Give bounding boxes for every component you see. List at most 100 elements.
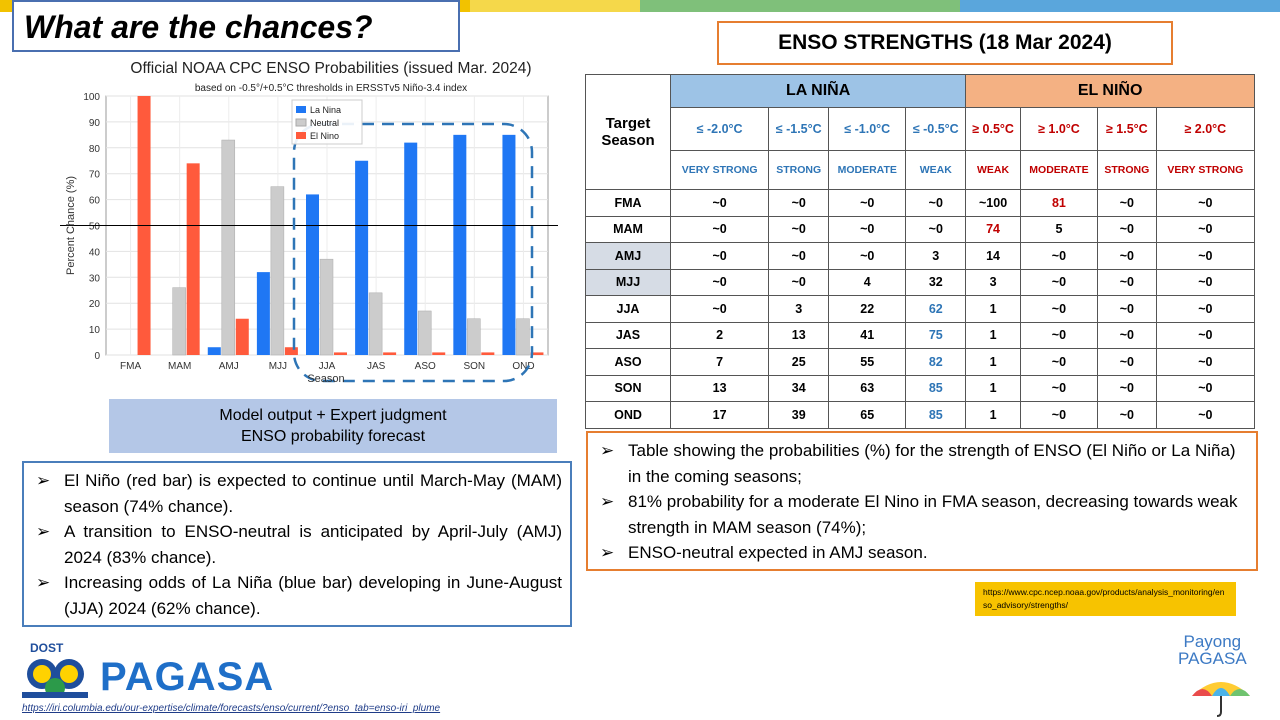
bar-el-nino xyxy=(235,318,249,355)
bar-el-nino xyxy=(186,163,200,355)
value-cell: 1 xyxy=(965,348,1021,376)
highlight-box xyxy=(292,122,534,383)
y-tick-label: 50 xyxy=(89,222,101,233)
pagasa-emblem-icon xyxy=(22,659,88,698)
chart-plot: 0 10 20 30 40 50 60 70 80 90 100 FMA MAM AMJ MJJ JJA JAS… xyxy=(60,92,558,385)
value-cell: 3 xyxy=(905,242,967,270)
table-row: ASO 7 25 55 82 1 ~0 ~0 ~0 xyxy=(585,348,1256,376)
season-cell: SON xyxy=(585,374,671,402)
iri-url-link[interactable]: https://iri.columbia.edu/our-expertise/c… xyxy=(22,703,441,714)
value-cell: ~0 xyxy=(1019,268,1098,296)
table-row: MAM ~0 ~0 ~0 ~0 74 5 ~0 ~0 xyxy=(585,215,1256,243)
value-cell: 2 xyxy=(669,321,770,349)
chart-title: Official NOAA CPC ENSO Probabilities (is… xyxy=(130,60,532,77)
bar-neutral xyxy=(270,186,285,356)
value-cell: 32 xyxy=(905,268,967,296)
strength-label: STRONG xyxy=(1096,150,1157,190)
value-cell: ~0 xyxy=(1155,242,1256,270)
season-cell: JJA xyxy=(585,295,671,323)
y-tick-label: 40 xyxy=(89,247,101,258)
x-tick-label: ASO xyxy=(415,361,436,372)
legend-swatch xyxy=(296,132,306,139)
x-tick-label: MJJ xyxy=(269,361,287,372)
table-row: AMJ ~0 ~0 ~0 3 14 ~0 ~0 ~0 xyxy=(585,242,1256,270)
chart-subtitle: based on -0.5°/+0.5°C thresholds in ERSS… xyxy=(194,83,468,94)
legend-label: La Nina xyxy=(310,105,341,115)
y-tick-label: 0 xyxy=(94,351,100,362)
value-cell: 1 xyxy=(965,374,1021,402)
x-tick-label: JJA xyxy=(319,361,336,372)
x-tick-label: OND xyxy=(512,361,534,372)
value-cell: 3 xyxy=(768,295,830,323)
legend-label: Neutral xyxy=(310,118,339,128)
cpc-url-box[interactable]: https://www.cpc.ncep.noaa.gov/products/a… xyxy=(975,582,1236,616)
bar-neutral xyxy=(221,139,236,356)
enso-strengths-title: ENSO STRENGTHS (18 Mar 2024) xyxy=(717,21,1173,65)
table-row: JAS 2 13 41 75 1 ~0 ~0 ~0 xyxy=(585,321,1256,349)
value-cell: ~0 xyxy=(1155,348,1256,376)
value-cell: 39 xyxy=(768,401,830,429)
value-cell: ~0 xyxy=(828,242,907,270)
value-cell: 13 xyxy=(768,321,830,349)
value-cell: 34 xyxy=(768,374,830,402)
bar-el-nino xyxy=(284,347,298,355)
bar-el-nino xyxy=(383,352,397,355)
threshold-header: ≤ -1.0°C xyxy=(828,107,907,151)
value-cell: ~0 xyxy=(669,268,770,296)
table-row: OND 17 39 65 85 1 ~0 ~0 ~0 xyxy=(585,401,1256,429)
bar-neutral xyxy=(172,287,186,356)
x-tick-label: SON xyxy=(463,361,485,372)
cpc-url-link[interactable]: https://www.cpc.ncep.noaa.gov/products/a… xyxy=(983,587,1225,610)
umbrella-icon xyxy=(1192,682,1250,717)
bar-neutral xyxy=(467,318,481,356)
strength-label: MODERATE xyxy=(1019,150,1098,190)
table-row: FMA ~0 ~0 ~0 ~0 ~100 81 ~0 ~0 xyxy=(585,189,1256,217)
bar-la-nina xyxy=(502,134,516,355)
value-cell: ~0 xyxy=(669,242,770,270)
value-cell: 13 xyxy=(669,374,770,402)
threshold-header: ≥ 0.5°C xyxy=(965,107,1021,151)
table-row: SON 13 34 63 85 1 ~0 ~0 ~0 xyxy=(585,374,1256,402)
value-cell: 7 xyxy=(669,348,770,376)
pagasa-label: PAGASA xyxy=(100,655,275,699)
enso-probability-chart: Official NOAA CPC ENSO Probabilities (is… xyxy=(60,56,560,386)
payong-label: Payong PAGASA xyxy=(1178,632,1247,668)
bar-la-nina xyxy=(355,160,369,355)
value-cell: ~0 xyxy=(1019,374,1098,402)
value-cell: 55 xyxy=(828,348,907,376)
value-cell: 1 xyxy=(965,321,1021,349)
strength-label: WEAK xyxy=(905,150,967,190)
strength-label: WEAK xyxy=(965,150,1021,190)
bar-neutral xyxy=(417,310,432,356)
value-cell: ~0 xyxy=(905,189,967,217)
value-cell: ~0 xyxy=(1155,321,1256,349)
season-cell: FMA xyxy=(585,189,671,217)
y-tick-label: 60 xyxy=(89,196,101,207)
y-tick-label: 90 xyxy=(89,118,101,129)
value-cell: ~0 xyxy=(905,215,967,243)
enso-strength-table: Target Season LA NIÑA EL NIÑO ≤ -2.0°C ≤… xyxy=(585,74,1256,429)
value-cell: 85 xyxy=(905,401,967,429)
value-cell: ~0 xyxy=(1019,242,1098,270)
legend-swatch xyxy=(296,106,306,113)
value-cell: 3 xyxy=(965,268,1021,296)
bar-la-nina xyxy=(453,134,467,355)
x-axis-label: Season xyxy=(307,373,344,385)
right-bullet: ENSO-neutral expected in AMJ season. xyxy=(600,540,1246,566)
value-cell: ~0 xyxy=(1155,268,1256,296)
bar-la-nina xyxy=(306,194,319,355)
threshold-header: ≥ 2.0°C xyxy=(1155,107,1256,151)
x-tick-label: MAM xyxy=(168,361,191,372)
season-cell: AMJ xyxy=(585,242,671,270)
left-bullet-box: El Niño (red bar) is expected to continu… xyxy=(22,461,572,627)
value-cell: 41 xyxy=(828,321,907,349)
y-tick-label: 10 xyxy=(89,325,101,336)
value-cell: ~0 xyxy=(828,189,907,217)
value-cell: ~0 xyxy=(1155,295,1256,323)
value-cell: ~0 xyxy=(1155,401,1256,429)
value-cell: ~0 xyxy=(1096,374,1157,402)
season-cell: JAS xyxy=(585,321,671,349)
y-tick-label: 30 xyxy=(89,273,101,284)
y-axis-label: Percent Chance (%) xyxy=(65,176,77,275)
right-bullet-box: Table showing the probabilities (%) for … xyxy=(586,431,1258,571)
